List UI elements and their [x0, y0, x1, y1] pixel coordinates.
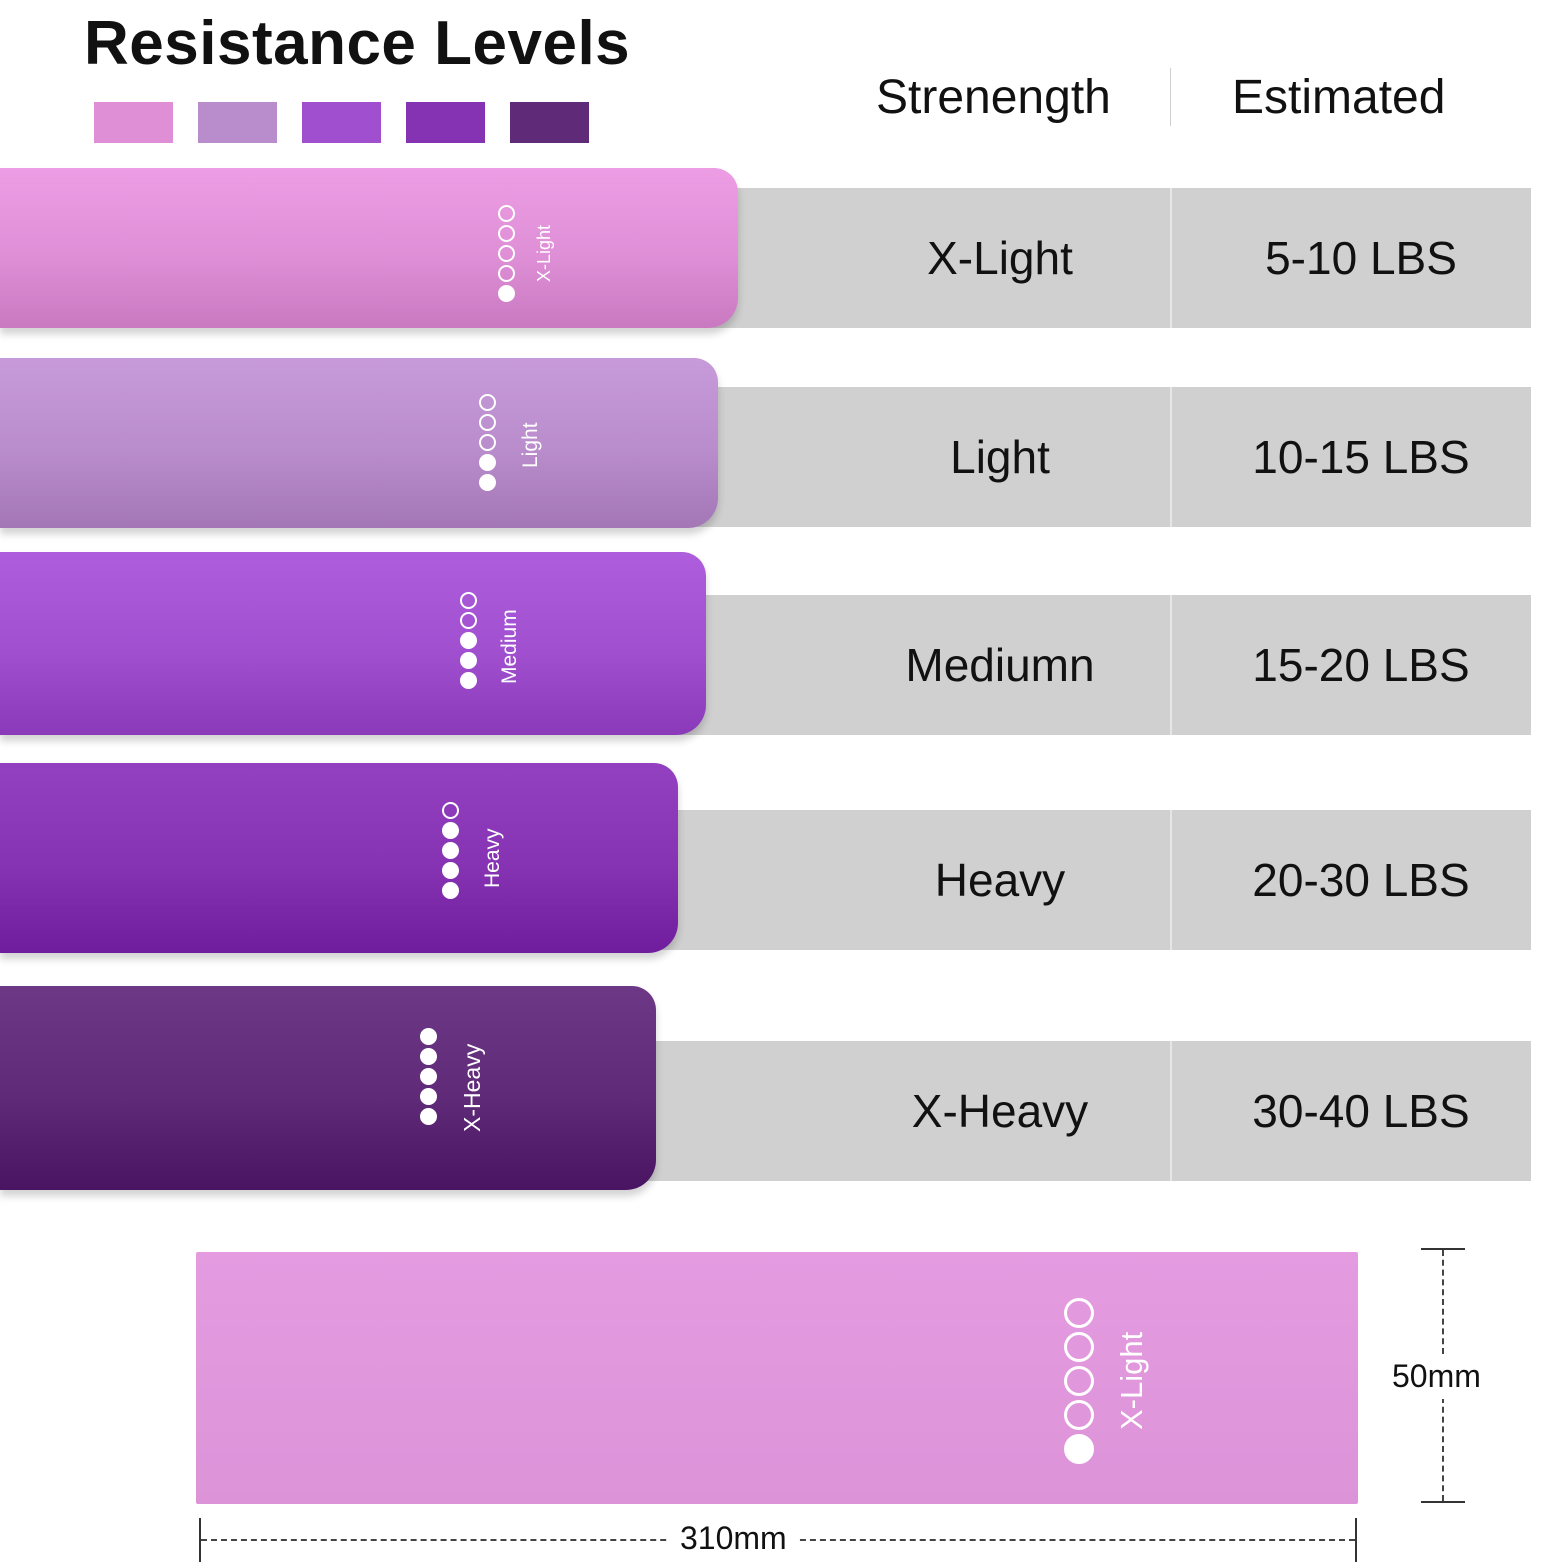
filled-level-dot — [442, 822, 459, 839]
resistance-band-light — [0, 358, 718, 528]
table-row-bg — [600, 810, 1531, 950]
level-dots — [479, 394, 496, 491]
resistance-band-x-heavy — [0, 986, 656, 1190]
filled-level-dot — [460, 652, 477, 669]
filled-level-dot — [442, 882, 459, 899]
dimension-band — [196, 1252, 1358, 1504]
empty-level-dot — [442, 802, 459, 819]
empty-level-dot — [460, 592, 477, 609]
empty-level-dot — [498, 265, 515, 282]
filled-level-dot — [420, 1048, 437, 1065]
empty-level-dot — [1064, 1298, 1094, 1328]
dimension-tick — [1421, 1501, 1465, 1503]
table-row-bg — [600, 595, 1531, 735]
filled-level-dot — [420, 1028, 437, 1045]
weight-value: 30-40 LBS — [1252, 1085, 1470, 1137]
empty-level-dot — [479, 414, 496, 431]
column-divider — [1170, 1041, 1172, 1181]
empty-level-dot — [479, 394, 496, 411]
resistance-band-heavy — [0, 763, 678, 953]
filled-level-dot — [498, 285, 515, 302]
band-label: Light — [519, 422, 542, 468]
empty-level-dot — [498, 205, 515, 222]
table-row-bg — [600, 387, 1531, 527]
weight-value: 5-10 LBS — [1265, 232, 1457, 284]
filled-level-dot — [479, 474, 496, 491]
strength-value: Light — [950, 431, 1050, 483]
table-row-bg — [600, 188, 1531, 328]
level-dots — [420, 1028, 437, 1125]
header-divider — [1170, 68, 1171, 126]
resistance-band-medium — [0, 552, 706, 735]
dimension-tick — [1421, 1248, 1465, 1250]
band-label: Heavy — [481, 828, 504, 888]
color-swatch-heavy — [406, 102, 485, 143]
band-label: Medium — [498, 609, 521, 684]
band-label: X-Light — [1114, 1331, 1149, 1430]
filled-level-dot — [460, 632, 477, 649]
column-divider — [1170, 387, 1172, 527]
empty-level-dot — [479, 434, 496, 451]
empty-level-dot — [1064, 1366, 1094, 1396]
filled-level-dot — [442, 842, 459, 859]
page-title: Resistance Levels — [84, 9, 631, 78]
empty-level-dot — [460, 612, 477, 629]
weight-value: 10-15 LBS — [1252, 431, 1470, 483]
resistance-band-x-light — [0, 168, 738, 328]
filled-level-dot — [460, 672, 477, 689]
band-label: X-Light — [534, 224, 554, 282]
estimated-column-header: Estimated — [1232, 71, 1446, 124]
color-swatch-medium — [302, 102, 381, 143]
band-label: X-Heavy — [459, 1043, 485, 1132]
dimension-tick — [199, 1518, 201, 1562]
weight-value: 20-30 LBS — [1252, 854, 1470, 906]
filled-level-dot — [420, 1068, 437, 1085]
strength-value: Mediumn — [905, 639, 1095, 691]
filled-level-dot — [479, 454, 496, 471]
level-dots — [460, 592, 477, 689]
strength-value: X-Heavy — [911, 1085, 1089, 1137]
color-swatch-light — [198, 102, 277, 143]
level-dots — [442, 802, 459, 899]
color-swatch-x-light — [94, 102, 173, 143]
empty-level-dot — [1064, 1332, 1094, 1362]
filled-level-dot — [442, 862, 459, 879]
empty-level-dot — [498, 225, 515, 242]
color-swatch-x-heavy — [510, 102, 589, 143]
strength-column-header: Strenength — [876, 71, 1111, 124]
column-divider — [1170, 595, 1172, 735]
empty-level-dot — [1064, 1400, 1094, 1430]
table-row-bg — [600, 1041, 1531, 1181]
filled-level-dot — [420, 1088, 437, 1105]
empty-level-dot — [498, 245, 515, 262]
strength-value: X-Light — [927, 232, 1073, 284]
width-label: 50mm — [1392, 1354, 1481, 1399]
length-label: 310mm — [668, 1520, 799, 1557]
filled-level-dot — [1064, 1434, 1094, 1464]
strength-value: Heavy — [934, 854, 1066, 906]
level-dots — [498, 205, 515, 302]
column-divider — [1170, 188, 1172, 328]
filled-level-dot — [420, 1108, 437, 1125]
dimension-tick — [1355, 1518, 1357, 1562]
weight-value: 15-20 LBS — [1252, 639, 1470, 691]
level-dots — [1064, 1298, 1094, 1464]
column-divider — [1170, 810, 1172, 950]
